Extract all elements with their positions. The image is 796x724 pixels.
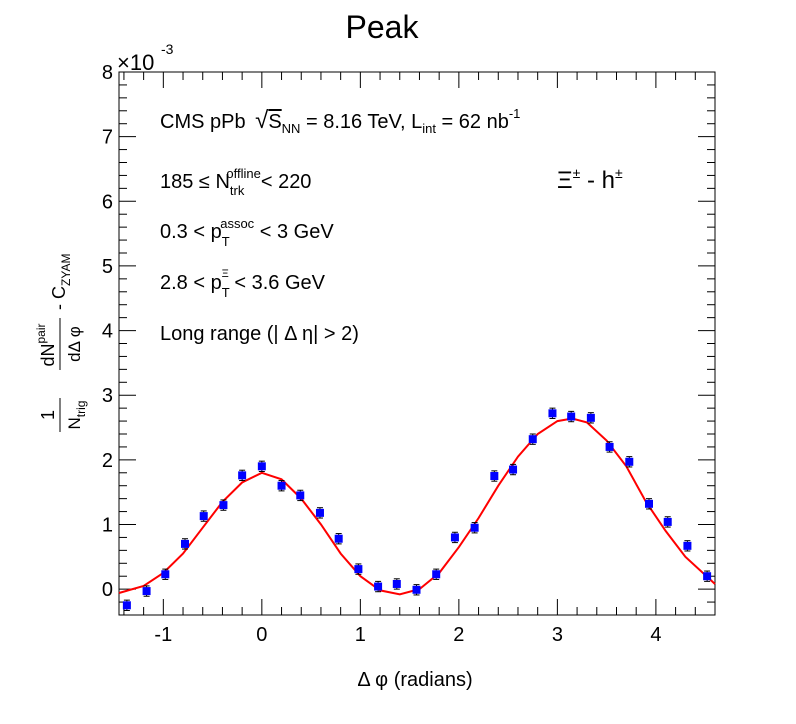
y-axis-label: 1 Ntrig dNpair dΔ φ - CZYAM bbox=[34, 254, 88, 432]
x-tick-label: 0 bbox=[256, 624, 267, 646]
data-point bbox=[296, 491, 305, 500]
annotation-line1: CMS pPb √SNN = 8.16 TeV, Lint = 62 nb-1 bbox=[160, 106, 520, 136]
data-point bbox=[567, 412, 576, 421]
data-point bbox=[703, 572, 712, 581]
data-point bbox=[392, 579, 401, 588]
data-point bbox=[334, 534, 343, 543]
x-tick-label: 3 bbox=[552, 624, 563, 646]
y-tick-label: 5 bbox=[102, 256, 113, 278]
data-point bbox=[238, 471, 247, 480]
x-tick-label: -1 bbox=[154, 624, 172, 646]
data-point bbox=[490, 472, 499, 481]
x-axis: -1 0 1 2 3 4 bbox=[123, 72, 696, 646]
data-point bbox=[432, 570, 441, 579]
x-tick-label: 1 bbox=[355, 624, 366, 646]
annotation-line5: Long range (| Δ η| > 2) bbox=[160, 323, 359, 345]
data-point bbox=[161, 570, 170, 579]
data-point bbox=[181, 539, 190, 548]
data-point bbox=[315, 508, 324, 517]
svg-text:1: 1 bbox=[38, 410, 58, 420]
y-tick-label: 4 bbox=[102, 321, 113, 343]
data-point bbox=[122, 601, 131, 610]
annotation-line3: 0.3 < pTassoc < 3 GeV bbox=[160, 216, 334, 249]
y-axis: 0 1 2 3 4 5 6 7 8 bbox=[102, 62, 715, 603]
x-tick-label: 2 bbox=[453, 624, 464, 646]
data-point bbox=[644, 499, 653, 508]
x-axis-label: Δ φ (radians) bbox=[357, 669, 472, 691]
svg-text:- CZYAM: - CZYAM bbox=[49, 254, 73, 310]
data-point bbox=[412, 585, 421, 594]
y-exponent-label: ×10 bbox=[117, 50, 154, 75]
fit-curve bbox=[118, 417, 716, 596]
annotations: CMS pPb √SNN = 8.16 TeV, Lint = 62 nb-1 … bbox=[160, 106, 623, 345]
annotation-line2: 185 ≤ Ntrkoffline< 220 bbox=[160, 166, 311, 198]
y-tick-label: 8 bbox=[102, 62, 113, 84]
y-tick-label: 6 bbox=[102, 191, 113, 213]
data-point bbox=[663, 517, 672, 526]
y-tick-label: 0 bbox=[102, 579, 113, 601]
chart-title: Peak bbox=[346, 9, 420, 45]
data-point bbox=[548, 409, 557, 418]
svg-text:dNpair: dNpair bbox=[34, 323, 58, 366]
data-point bbox=[277, 481, 286, 490]
data-point bbox=[257, 462, 266, 471]
data-point bbox=[528, 435, 537, 444]
svg-text:dΔ φ: dΔ φ bbox=[65, 326, 84, 362]
data-point bbox=[509, 465, 518, 474]
data-point bbox=[683, 541, 692, 550]
y-tick-label: 3 bbox=[102, 385, 113, 407]
data-point bbox=[219, 501, 228, 510]
svg-text:Ntrig: Ntrig bbox=[65, 401, 88, 430]
y-tick-label: 7 bbox=[102, 127, 113, 149]
data-point bbox=[354, 565, 363, 574]
data-points bbox=[122, 407, 712, 611]
data-point bbox=[586, 413, 595, 422]
data-point bbox=[142, 587, 151, 596]
y-exponent-power: -3 bbox=[161, 41, 174, 57]
data-point bbox=[374, 582, 383, 591]
data-point bbox=[450, 533, 459, 542]
data-point bbox=[625, 457, 634, 466]
data-point bbox=[199, 512, 208, 521]
annotation-line4: 2.8 < pTΞ < 3.6 GeV bbox=[160, 268, 326, 300]
annotation-particle: Ξ± - h± bbox=[557, 165, 623, 194]
data-point bbox=[605, 442, 614, 451]
x-tick-label: 4 bbox=[650, 624, 661, 646]
y-tick-label: 2 bbox=[102, 450, 113, 472]
data-point bbox=[470, 523, 479, 532]
y-tick-label: 1 bbox=[102, 515, 113, 537]
